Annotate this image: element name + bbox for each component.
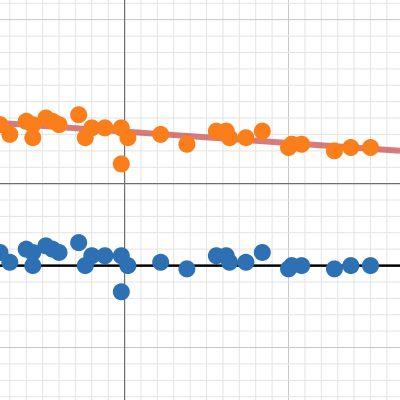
data-point-series-2-2[interactable] bbox=[1, 253, 19, 271]
data-point-series-2-26[interactable] bbox=[325, 260, 343, 278]
data-point-series-2-4[interactable] bbox=[24, 243, 42, 261]
data-point-series-2-22[interactable] bbox=[253, 243, 271, 261]
data-point-series-1-14[interactable] bbox=[112, 155, 130, 173]
data-point-series-2-20[interactable] bbox=[221, 253, 239, 271]
data-point-series-1-12[interactable] bbox=[96, 119, 114, 137]
data-point-series-2-9[interactable] bbox=[70, 234, 88, 252]
data-point-series-2-25[interactable] bbox=[293, 257, 311, 275]
data-point-series-1-11[interactable] bbox=[83, 119, 101, 137]
data-point-series-1-4[interactable] bbox=[24, 116, 42, 134]
data-point-series-1-21[interactable] bbox=[237, 129, 255, 147]
data-point-series-1-2[interactable] bbox=[1, 125, 19, 143]
data-point-series-2-28[interactable] bbox=[361, 257, 379, 275]
data-point-series-1-27[interactable] bbox=[342, 139, 360, 157]
data-point-series-1-25[interactable] bbox=[293, 135, 311, 153]
data-point-series-2-12[interactable] bbox=[96, 247, 114, 265]
data-point-series-1-26[interactable] bbox=[325, 142, 343, 160]
data-point-series-2-16[interactable] bbox=[152, 253, 170, 271]
data-point-series-2-21[interactable] bbox=[237, 253, 255, 271]
data-point-series-1-8[interactable] bbox=[50, 116, 68, 134]
data-point-series-1-16[interactable] bbox=[152, 125, 170, 143]
data-point-series-1-15[interactable] bbox=[119, 129, 137, 147]
data-point-series-2-8[interactable] bbox=[50, 243, 68, 261]
data-point-series-2-27[interactable] bbox=[342, 257, 360, 275]
data-point-series-2-15[interactable] bbox=[119, 257, 137, 275]
data-point-series-1-9[interactable] bbox=[70, 106, 88, 124]
data-point-series-1-20[interactable] bbox=[221, 129, 239, 147]
data-point-series-2-14[interactable] bbox=[112, 283, 130, 301]
data-point-series-1-28[interactable] bbox=[361, 139, 379, 157]
data-point-series-2-11[interactable] bbox=[83, 247, 101, 265]
data-points bbox=[0, 106, 379, 301]
data-point-series-1-17[interactable] bbox=[178, 135, 196, 153]
data-point-series-1-22[interactable] bbox=[253, 122, 271, 140]
data-point-series-2-5[interactable] bbox=[24, 257, 42, 275]
data-point-series-1-5[interactable] bbox=[24, 129, 42, 147]
data-point-series-2-17[interactable] bbox=[178, 260, 196, 278]
